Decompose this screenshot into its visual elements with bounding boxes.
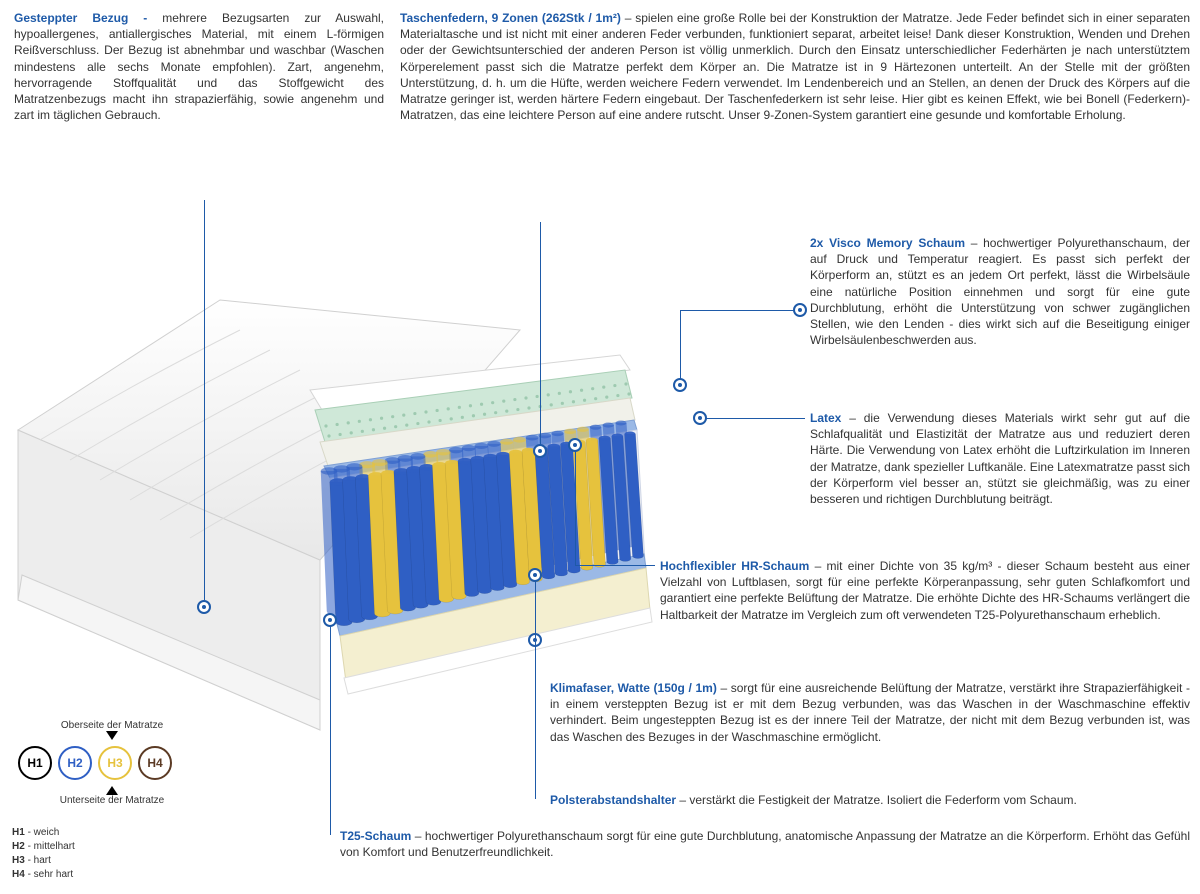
line-polster (535, 575, 536, 799)
body-latex: – die Verwendung dieses Materials wirkt … (810, 411, 1190, 506)
line-federn (540, 222, 541, 446)
heading-federn: Taschenfedern, 9 Zonen (262Stk / 1m²) (400, 11, 625, 25)
line-bezug (204, 200, 205, 600)
hardness-desc-h3: H3 - hart (12, 854, 75, 868)
body-bezug: mehrere Bezugsarten zur Auswahl, hypoall… (14, 11, 384, 122)
marker-latex (693, 411, 707, 425)
hardness-top-label: Oberseite der Matratze (12, 720, 212, 731)
hardness-circle-h3: H3 (98, 746, 132, 780)
hardness-circle-h4: H4 (138, 746, 172, 780)
marker-hr (568, 438, 582, 452)
block-bezug: Gesteppter Bezug - mehrere Bezugsarten z… (14, 10, 384, 123)
line-t25 (330, 620, 331, 835)
heading-bezug: Gesteppter Bezug - (14, 11, 162, 25)
line-latex (700, 418, 805, 419)
line-hr-v (575, 445, 576, 565)
line-visco-v (680, 310, 681, 380)
line-hr-h (575, 565, 655, 566)
marker-visco (673, 378, 687, 392)
hardness-circle-h1: H1 (18, 746, 52, 780)
hardness-descriptions: H1 - weichH2 - mittelhartH3 - hartH4 - s… (12, 826, 75, 882)
hardness-bottom-label: Unterseite der Matratze (12, 795, 212, 806)
hardness-circles: H1H2H3H4 (18, 746, 212, 780)
triangle-down-icon (106, 731, 118, 740)
block-latex: Latex – die Verwendung dieses Materials … (810, 410, 1190, 507)
heading-visco: 2x Visco Memory Schaum (810, 236, 971, 250)
body-federn: – spielen eine große Rolle bei der Konst… (400, 11, 1190, 122)
block-visco: 2x Visco Memory Schaum – hochwertiger Po… (810, 235, 1190, 348)
heading-latex: Latex (810, 411, 849, 425)
heading-t25: T25-Schaum (340, 829, 415, 843)
hardness-desc-h4: H4 - sehr hart (12, 868, 75, 882)
block-federn: Taschenfedern, 9 Zonen (262Stk / 1m²) – … (400, 10, 1190, 123)
body-t25: – hochwertiger Polyurethanschaum sorgt f… (340, 829, 1190, 859)
body-visco: – hochwertiger Polyurethanschaum, der au… (810, 236, 1190, 347)
hardness-legend: Oberseite der Matratze H1H2H3H4 Untersei… (12, 720, 212, 806)
block-polster: Polsterabstandshalter – verstärkt die Fe… (550, 792, 1190, 808)
marker-polster (528, 568, 542, 582)
hardness-desc-h1: H1 - weich (12, 826, 75, 840)
block-t25: T25-Schaum – hochwertiger Polyurethansch… (340, 828, 1190, 860)
marker-t25 (323, 613, 337, 627)
line-visco-h (680, 310, 805, 311)
marker-visco2 (793, 303, 807, 317)
marker-federn (533, 444, 547, 458)
heading-polster: Polsterabstandshalter (550, 793, 679, 807)
block-hr: Hochflexibler HR-Schaum – mit einer Dich… (660, 558, 1190, 623)
body-polster: – verstärkt die Festigkeit der Matratze.… (679, 793, 1076, 807)
triangle-up-icon (106, 786, 118, 795)
hardness-desc-h2: H2 - mittelhart (12, 840, 75, 854)
heading-hr: Hochflexibler HR-Schaum (660, 559, 815, 573)
hardness-circle-h2: H2 (58, 746, 92, 780)
marker-bezug (197, 600, 211, 614)
